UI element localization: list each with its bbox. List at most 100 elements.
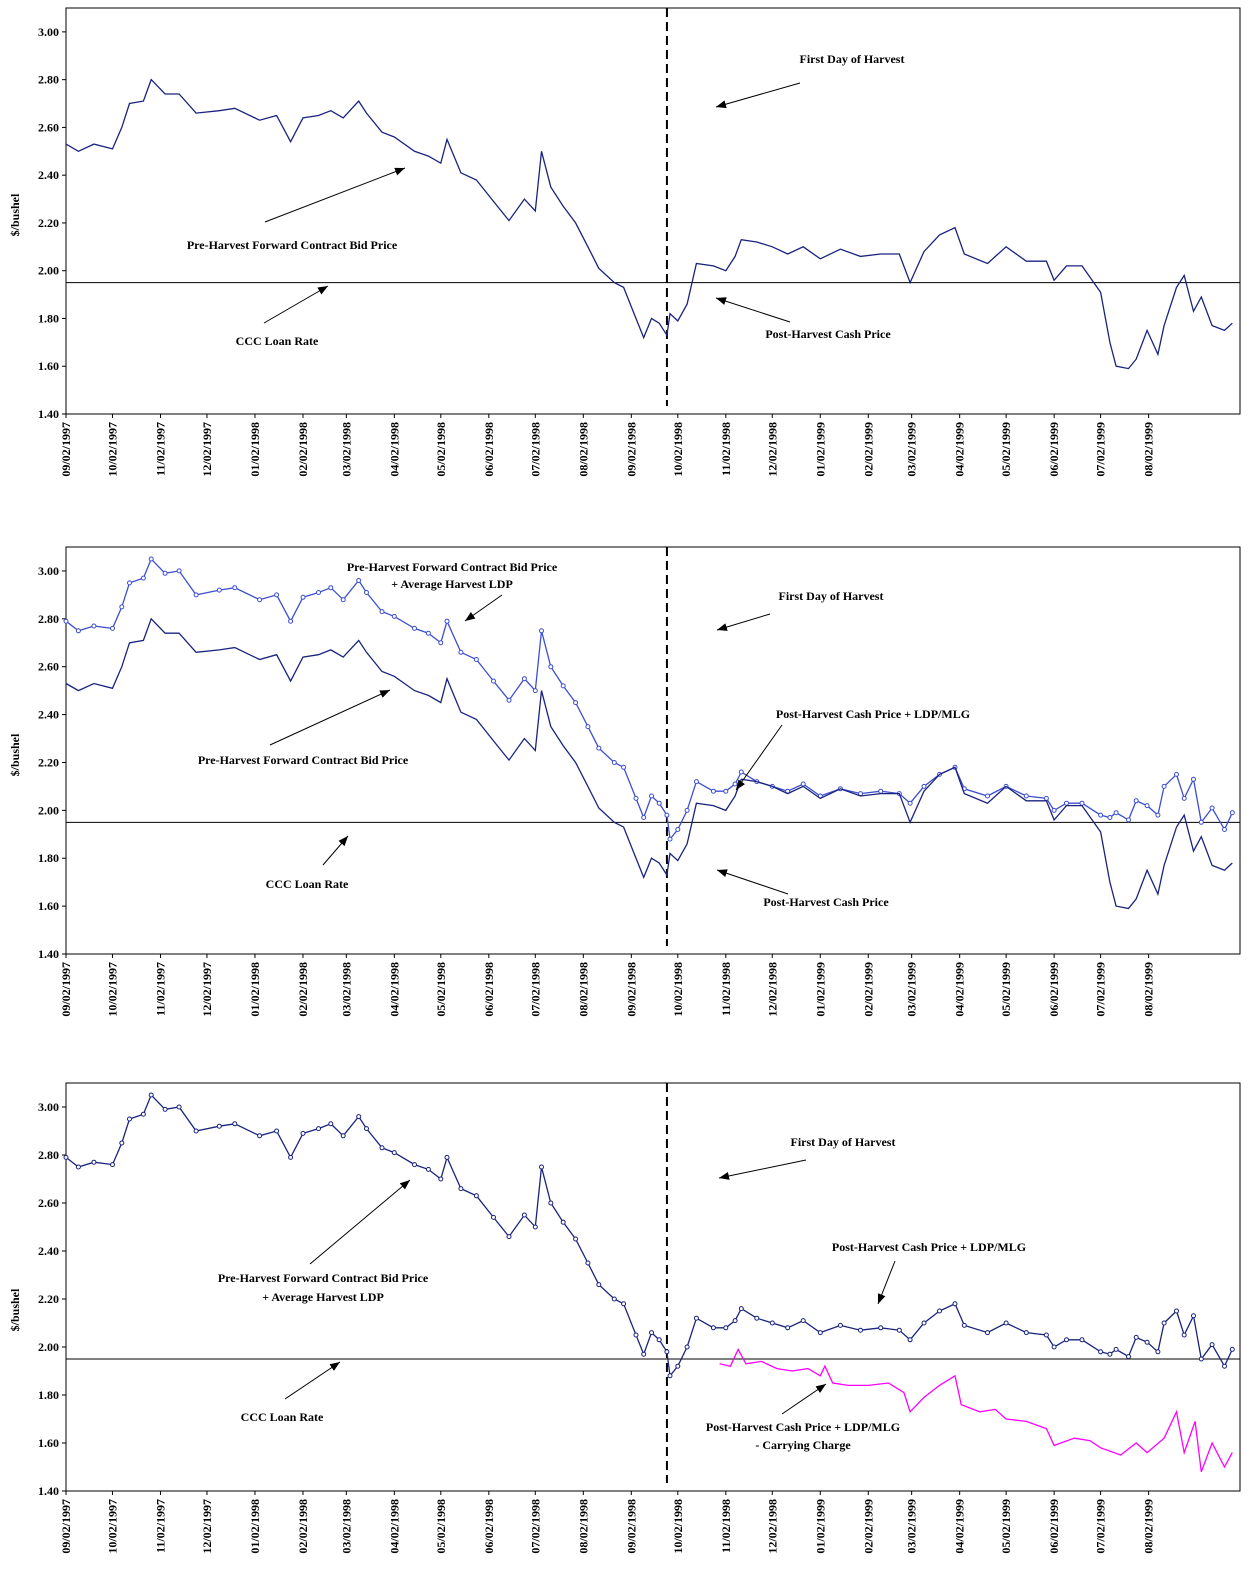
annotation-post-harvest-price: Post-Harvest Cash Price xyxy=(763,895,889,909)
x-tick-label: 12/02/1997 xyxy=(200,422,214,477)
series-point xyxy=(732,1318,738,1324)
series-point xyxy=(896,1327,902,1333)
series-point xyxy=(1222,827,1227,832)
series-point xyxy=(176,1104,182,1110)
arrow-post-harvest-ldp xyxy=(877,1260,896,1305)
x-tick-label: 10/02/1998 xyxy=(671,422,685,477)
annotation-first-day-of-harvest: First Day of Harvest xyxy=(791,1135,896,1149)
series-point xyxy=(438,640,444,646)
x-tick-label: 04/02/1999 xyxy=(953,1499,967,1554)
x-tick-label: 09/02/1997 xyxy=(59,422,73,477)
x-tick-label: 09/02/1997 xyxy=(59,962,73,1017)
series-point xyxy=(1161,1320,1167,1326)
series-layer xyxy=(63,1083,1240,1483)
series-point xyxy=(560,683,566,689)
plot-frame xyxy=(65,546,1241,955)
annotation-ccc-loan-rate: CCC Loan Rate xyxy=(236,334,319,348)
y-tick-label: 2.00 xyxy=(38,803,59,817)
series-point xyxy=(364,1126,369,1132)
series-point xyxy=(140,1111,146,1117)
x-tick-label: 04/02/1999 xyxy=(953,962,967,1017)
x-tick-label: 06/02/1999 xyxy=(1047,1499,1061,1554)
series-point xyxy=(75,628,81,634)
series-point xyxy=(837,1322,843,1328)
series-point xyxy=(91,623,97,629)
series-point xyxy=(532,688,538,694)
arrow-pre-harvest-ldp xyxy=(464,594,503,622)
arrow-ccc xyxy=(263,285,329,324)
x-tick-label: 03/02/1999 xyxy=(905,1499,919,1554)
series-point xyxy=(907,800,913,806)
series-point xyxy=(274,1128,280,1134)
y-tick-label: 2.40 xyxy=(38,708,59,722)
y-tick-labels: 1.40 1.60 1.80 2.00 2.20 2.40 2.60 2.80 3.00 xyxy=(38,564,66,961)
series-line-0 xyxy=(65,78,1233,370)
y-tick-label: 2.20 xyxy=(38,755,59,769)
series-point xyxy=(364,590,369,595)
arrow-ccc xyxy=(284,1361,341,1400)
series-point xyxy=(1098,1349,1104,1355)
series-point xyxy=(140,575,146,581)
series-point xyxy=(193,1128,199,1134)
series-point xyxy=(356,578,362,583)
x-tick-label: 12/02/1998 xyxy=(765,962,779,1017)
y-tick-label: 1.40 xyxy=(38,947,59,961)
series-point xyxy=(1079,800,1085,806)
arrow-pre-harvest-ldp xyxy=(309,1179,411,1265)
series-point xyxy=(1051,807,1057,813)
series-point xyxy=(379,1145,385,1151)
series-point xyxy=(985,793,990,799)
series-point xyxy=(425,1166,431,1172)
y-tick-label: 2.60 xyxy=(38,660,59,674)
series-point xyxy=(127,1116,132,1122)
arrow-pre-harvest xyxy=(264,167,406,223)
series-point xyxy=(316,1126,321,1132)
series-point xyxy=(119,1140,125,1146)
x-tick-label: 04/02/1999 xyxy=(953,422,967,477)
x-tick-labels: 09/02/1997 10/02/1997 11/02/1997 12/02/1997… xyxy=(59,954,1156,1017)
series-point xyxy=(412,1162,417,1168)
series-point xyxy=(491,678,496,684)
x-tick-label: 07/02/1998 xyxy=(528,1499,542,1554)
series-point xyxy=(611,760,617,765)
x-tick-label: 05/02/1998 xyxy=(434,422,448,477)
x-tick-label: 01/02/1999 xyxy=(813,1499,827,1554)
y-tick-label: 2.60 xyxy=(38,1196,59,1210)
series-point xyxy=(769,1320,775,1326)
plot-frame xyxy=(65,7,1241,415)
series-point xyxy=(878,1325,884,1331)
series-point xyxy=(1174,1308,1179,1314)
series-point xyxy=(985,1330,990,1336)
x-tick-label: 09/02/1998 xyxy=(624,422,638,477)
annotation-pre-harvest-ldp-line2: + Average Harvest LDP xyxy=(262,1290,384,1304)
series-point xyxy=(732,781,738,787)
series-point xyxy=(148,556,154,562)
series-point xyxy=(937,1308,942,1314)
series-point xyxy=(1003,1320,1009,1326)
x-tick-label: 08/02/1998 xyxy=(576,422,590,477)
series-point xyxy=(684,1344,690,1350)
arrow-harvest xyxy=(715,82,801,109)
series-point xyxy=(1229,810,1235,816)
series-point xyxy=(573,700,579,706)
series-point xyxy=(1098,812,1104,818)
x-tick-label: 11/02/1998 xyxy=(719,1499,733,1553)
y-axis-label: $/bushel xyxy=(8,193,22,236)
x-tick-label: 09/02/1998 xyxy=(624,1499,638,1554)
series-point xyxy=(785,1325,791,1331)
series-point xyxy=(1191,776,1196,782)
annotation-pre-harvest-ldp-line1: Pre-Harvest Forward Contract Bid Price xyxy=(347,560,558,574)
series-point xyxy=(1133,798,1139,804)
series-point xyxy=(560,1219,566,1225)
x-tick-label: 07/02/1998 xyxy=(528,962,542,1017)
x-tick-label: 03/02/1998 xyxy=(339,422,353,477)
x-tick-label: 08/02/1998 xyxy=(576,1499,590,1554)
series-point xyxy=(1113,810,1119,816)
series-point xyxy=(91,1159,97,1165)
series-layer xyxy=(63,547,1240,946)
x-tick-label: 11/02/1997 xyxy=(153,962,167,1016)
series-point xyxy=(664,1349,670,1355)
series-point xyxy=(1209,805,1215,811)
arrow-harvest xyxy=(718,1159,807,1180)
series-point xyxy=(216,587,222,593)
